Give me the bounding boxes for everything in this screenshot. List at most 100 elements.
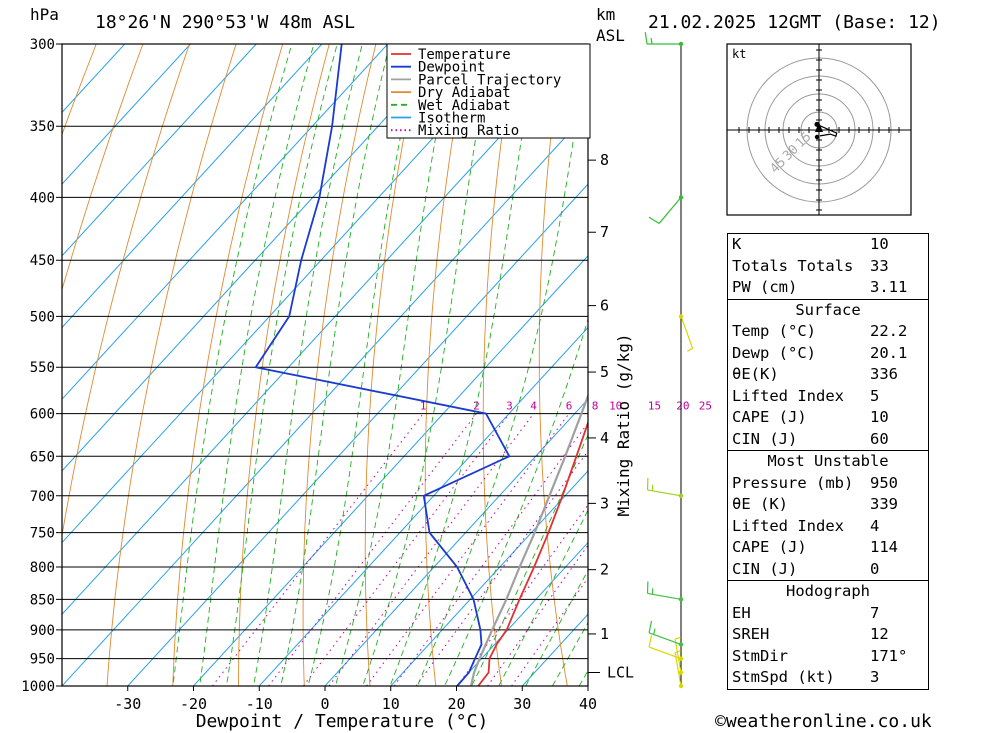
pressure-tick-label: 900 [30, 623, 55, 639]
surface-index-value: 20.1 [870, 343, 908, 362]
legend-box [386, 43, 591, 139]
wind-barbs [644, 32, 694, 689]
mixing-ratio-line [328, 413, 534, 686]
most-unstable-index-value: 4 [870, 516, 880, 535]
storm-motion-dot [814, 134, 820, 140]
most-unstable-index-row: Lifted Index 4 [728, 516, 928, 538]
general-index-label: PW (cm) [732, 278, 798, 296]
wind-level-dot [678, 597, 684, 602]
pressure-tick-label: 700 [30, 489, 55, 505]
x-tick-label: 20 [447, 695, 465, 713]
most-unstable-index-label: CAPE (J) [732, 538, 807, 556]
x-tick-label: 40 [579, 695, 597, 713]
pressure-tick-label: 300 [30, 37, 55, 53]
wet-adiabat-line [172, 44, 293, 686]
wind-level-dot [678, 656, 684, 661]
mixing-ratio-line [511, 577, 588, 686]
hodograph-section: Hodograph EH 7 SREH 12 StmDir 171° StmSpd (kt)… [728, 580, 928, 689]
wind-barb-half-flag [687, 347, 693, 352]
surface-index-label: CIN (J) [732, 429, 798, 448]
wind-barb-staff [647, 592, 682, 600]
surface-index-row: CIN (J) 60 [728, 429, 928, 451]
temperature-line [477, 420, 588, 686]
km-tick-label: 8 [600, 151, 609, 169]
most-unstable-index-label: θE (K) [732, 495, 788, 513]
hodograph-trace [816, 123, 838, 137]
profiles [254, 44, 588, 686]
surface-index-row: CAPE (J) 10 [728, 407, 928, 429]
pressure-tick-label: 500 [30, 309, 55, 325]
hodograph-index-value: 3 [870, 668, 880, 686]
dry-adiabat-line [646, 0, 705, 712]
km-tick-label: 4 [600, 429, 609, 447]
general-index-value: 10 [870, 235, 889, 253]
surface-index-row: θE(K) 336 [728, 364, 928, 386]
dewpoint-line [254, 44, 511, 686]
hodograph-index-row: StmDir 171° [728, 646, 928, 668]
mixing-ratio-tick-label: 8 [592, 400, 599, 413]
legend-wet-adiabat-label: Wet Adiabat [418, 98, 511, 114]
wind-barb-staff [680, 316, 694, 349]
lcl-label: LCL [607, 663, 634, 681]
wind-barb-flag [648, 635, 653, 648]
dry-adiabat-line [172, 44, 284, 686]
x-tick-label: -20 [180, 695, 207, 713]
wind-level-dot [678, 642, 684, 647]
wind-level-dot [678, 195, 684, 200]
surface-index-value: 336 [870, 365, 898, 383]
general-indices: K 10 Totals Totals 33 PW (cm) 3.11 [728, 234, 928, 299]
wet-adiabat-line [280, 44, 391, 686]
wind-barb-staff [648, 632, 682, 645]
surface-section: Surface Temp (°C) 22.2 Dewp (°C) 20.1 θE(K) 3… [728, 298, 928, 451]
surface-index-row: Lifted Index 5 [728, 386, 928, 408]
pressure-tick-label: 750 [30, 526, 55, 542]
wind-level-dot [678, 41, 684, 47]
mixing-ratio-tick-label: 3 [506, 400, 513, 413]
location-title: 18°26'N 290°53'W 48m ASL [95, 12, 355, 33]
dry-adiabat-line [62, 44, 97, 136]
wind-barb-half-flag [674, 650, 681, 654]
km-tick-label: 5 [600, 363, 609, 381]
x-tick-label: 0 [320, 695, 329, 713]
axes: 3003504004505005506006507007508008509009… [21, 37, 634, 713]
general-index-value: 33 [870, 256, 889, 275]
x-tick-label: 10 [382, 695, 400, 713]
surface-index-label: Lifted Index [732, 386, 844, 405]
footer-credit: ©weatheronline.co.uk [715, 711, 932, 732]
wind-level-dot [678, 683, 684, 689]
wet-adiabat-line [389, 44, 538, 686]
km-tick-label: 6 [600, 297, 609, 315]
pressure-tick-label: 600 [30, 407, 55, 423]
wet-adiabat-line [551, 621, 588, 686]
hodograph-unit-label: kt [732, 47, 746, 61]
wind-barb-flag [648, 216, 660, 224]
pressure-tick-label: 550 [30, 360, 55, 376]
dry-adiabat-line [106, 44, 237, 686]
mixing-ratio-tick-label: 10 [609, 400, 622, 413]
hodograph-title: Hodograph [786, 582, 870, 600]
most-unstable-index-row: CAPE (J) 114 [728, 537, 928, 559]
pressure-tick-label: 650 [30, 449, 55, 465]
most-unstable-index-value: 950 [870, 473, 898, 492]
isotherm-line [62, 111, 588, 686]
hodograph-index-label: SREH [732, 625, 770, 643]
pressure-tick-label: 1000 [21, 679, 55, 695]
most-unstable-index-value: 0 [870, 559, 880, 578]
legend-parcel-label: Parcel Trajectory [418, 72, 561, 88]
pressure-tick-label: 450 [30, 253, 55, 269]
isotherm-line [62, 44, 323, 329]
km-tick-label: 1 [600, 625, 609, 643]
pressure-tick-label: 800 [30, 560, 55, 576]
x-tick-label: 30 [513, 695, 531, 713]
general-index-label: Totals Totals [732, 256, 854, 275]
isotherm-line [324, 398, 588, 686]
isotherm-line [390, 470, 588, 686]
wind-barb-staff [674, 638, 682, 673]
surface-index-label: CAPE (J) [732, 408, 807, 426]
wind-barb-staff [647, 489, 682, 497]
isotherm-line [62, 44, 389, 400]
dry-adiabat-line [976, 0, 1000, 712]
general-index-row: Totals Totals 33 [728, 256, 928, 278]
km-tick-label: 2 [600, 561, 609, 579]
